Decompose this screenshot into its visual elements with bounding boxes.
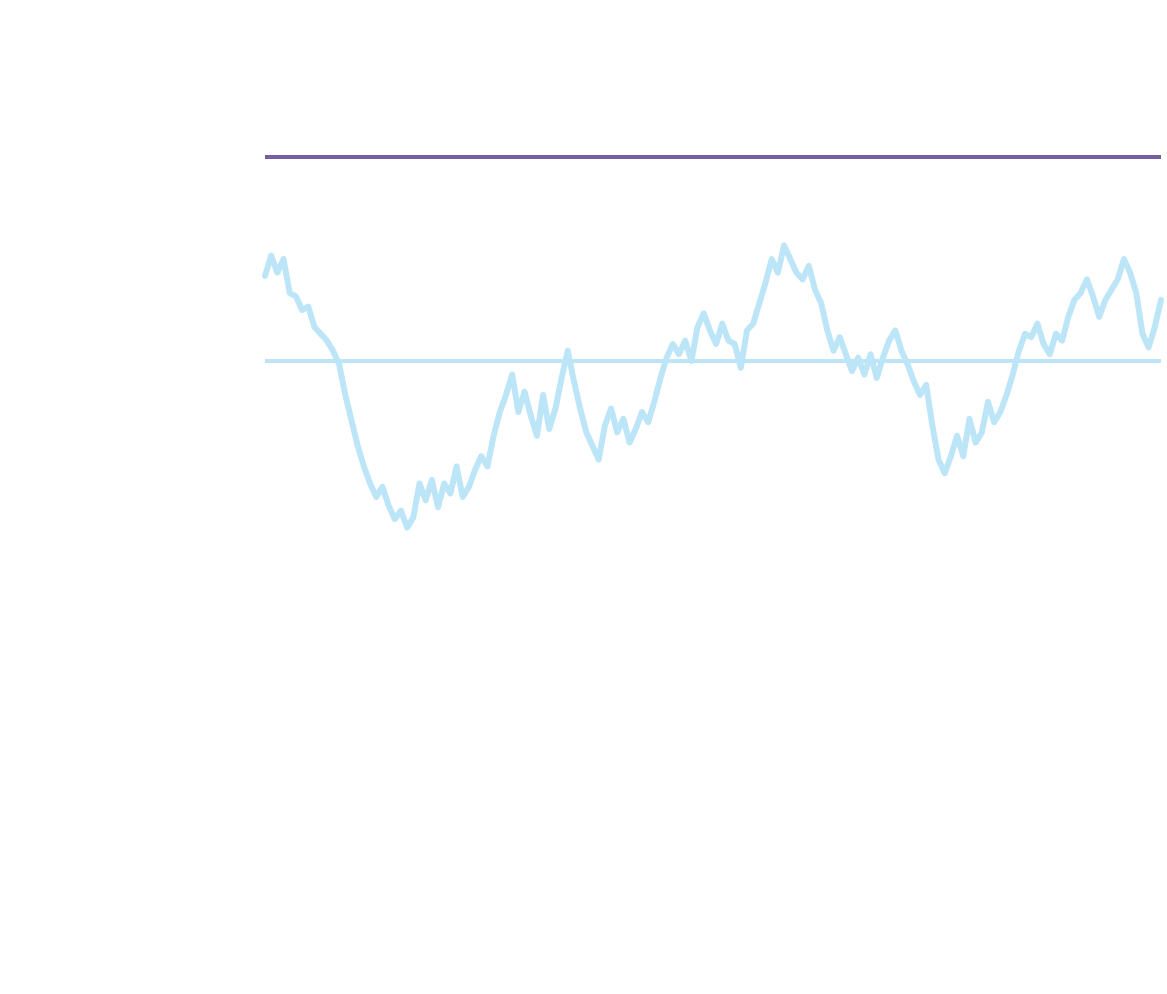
series-group xyxy=(262,242,1164,531)
series-line-1 xyxy=(262,242,1164,531)
